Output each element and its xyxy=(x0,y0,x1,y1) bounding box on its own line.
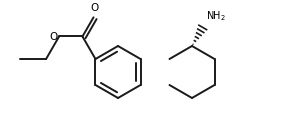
Text: NH$_2$: NH$_2$ xyxy=(206,9,226,23)
Text: O: O xyxy=(90,3,99,13)
Text: O: O xyxy=(50,32,58,42)
